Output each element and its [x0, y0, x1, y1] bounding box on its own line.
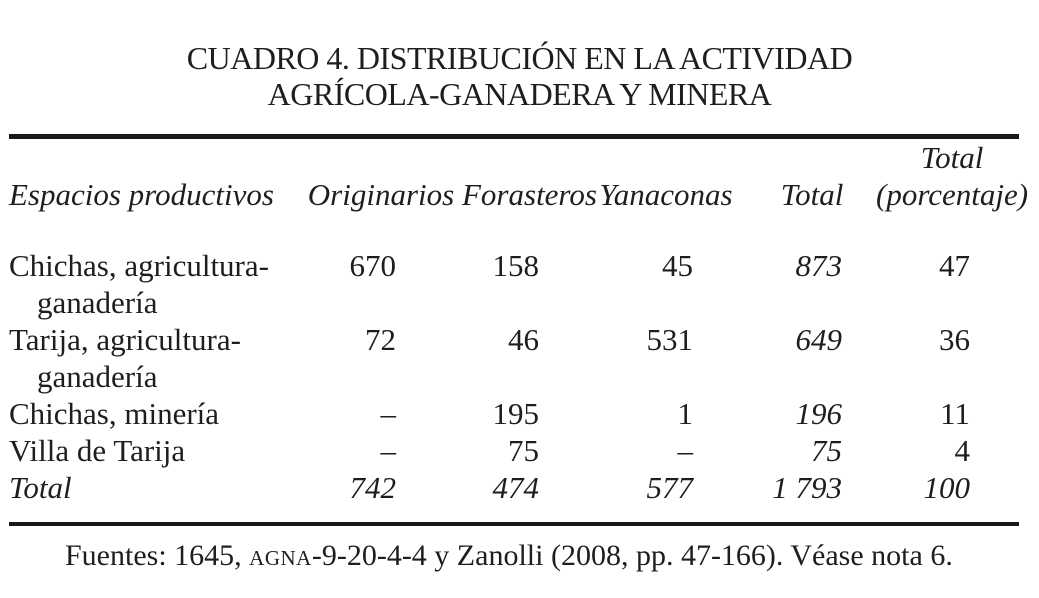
table-header-row: Espacios productivos Originarios Foraste…: [9, 139, 1028, 213]
table-row-total: Total 742 474 577 1 793 100: [9, 469, 1019, 506]
bottom-rule: [9, 521, 1019, 526]
cell-originarios: –: [380, 432, 397, 468]
cell-yanaconas: –: [677, 432, 694, 468]
cell-yanaconas: 45: [662, 247, 693, 283]
cell-total: 196: [795, 395, 843, 431]
table-title-line-1: CUADRO 4. DISTRIBUCIÓN EN LA ACTIVIDAD: [186, 40, 853, 77]
cell-porcentaje: 47: [939, 247, 970, 283]
column-header-total-porcentaje-line-1: Total: [920, 139, 984, 175]
sources-note: Fuentes: 1645, agna-9-20-4-4 y Zanolli (…: [65, 538, 1019, 574]
column-header-yanaconas: Yanaconas: [599, 176, 733, 212]
cell-total: 873: [795, 247, 843, 283]
column-header-total: Total: [780, 176, 844, 212]
cell-porcentaje: 11: [940, 395, 970, 431]
row-label: Tarija, agricultura-ganadería: [9, 321, 241, 394]
cell-originarios: 72: [365, 321, 396, 357]
cell-originarios: –: [380, 395, 397, 431]
cell-yanaconas: 531: [646, 321, 694, 357]
column-header-forasteros: Forasteros: [462, 176, 597, 212]
column-header-originarios: Originarios: [307, 176, 455, 212]
cell-forasteros: 195: [492, 395, 540, 431]
sources-prefix: Fuentes: 1645,: [65, 538, 250, 572]
sources-archive-acronym: agna: [249, 538, 312, 572]
cell-total: 75: [811, 432, 842, 468]
cell-originarios: 742: [349, 469, 397, 505]
table-row-chichas-agricultura: Chichas, agricultura-ganadería 670 158 4…: [9, 213, 1019, 321]
row-label: Villa de Tarija: [9, 432, 186, 468]
cell-originarios: 670: [349, 247, 397, 283]
table-row-villa-de-tarija: Villa de Tarija – 75 – 75 4: [9, 432, 1019, 469]
cell-yanaconas: 577: [646, 469, 694, 505]
cell-total: 1 793: [772, 469, 842, 505]
row-label: Total: [9, 469, 72, 505]
column-header-espacios-productivos: Espacios productivos: [9, 176, 274, 212]
top-rule: [9, 133, 1019, 139]
table-title-line-2: AGRÍCOLA-GANADERA Y MINERA: [267, 76, 772, 113]
cell-yanaconas: 1: [677, 395, 694, 431]
column-header-total-porcentaje: Total (porcentaje): [876, 139, 1028, 213]
table-row-chichas-mineria: Chichas, minería – 195 1 196 11: [9, 395, 1019, 432]
cell-forasteros: 46: [508, 321, 539, 357]
paper-page: CUADRO 4. DISTRIBUCIÓN EN LA ACTIVIDAD A…: [0, 21, 1039, 598]
cell-porcentaje: 36: [939, 321, 970, 357]
cell-forasteros: 474: [492, 469, 540, 505]
row-label: Chichas, agricultura-ganadería: [9, 247, 269, 320]
cell-forasteros: 158: [492, 247, 540, 283]
row-label: Chichas, minería: [9, 395, 220, 431]
distribution-table: Espacios productivos Originarios Foraste…: [9, 139, 1028, 506]
cell-total: 649: [795, 321, 843, 357]
table-title: CUADRO 4. DISTRIBUCIÓN EN LA ACTIVIDAD A…: [0, 21, 1039, 112]
cell-forasteros: 75: [508, 432, 539, 468]
sources-suffix: -9-20-4-4 y Zanolli (2008, pp. 47-166). …: [311, 538, 953, 572]
cell-porcentaje: 4: [954, 432, 971, 468]
column-header-total-porcentaje-line-2: (porcentaje): [876, 176, 1029, 212]
table-row-tarija-agricultura: Tarija, agricultura-ganadería 72 46 531 …: [9, 321, 1019, 395]
cell-porcentaje: 100: [923, 469, 971, 505]
